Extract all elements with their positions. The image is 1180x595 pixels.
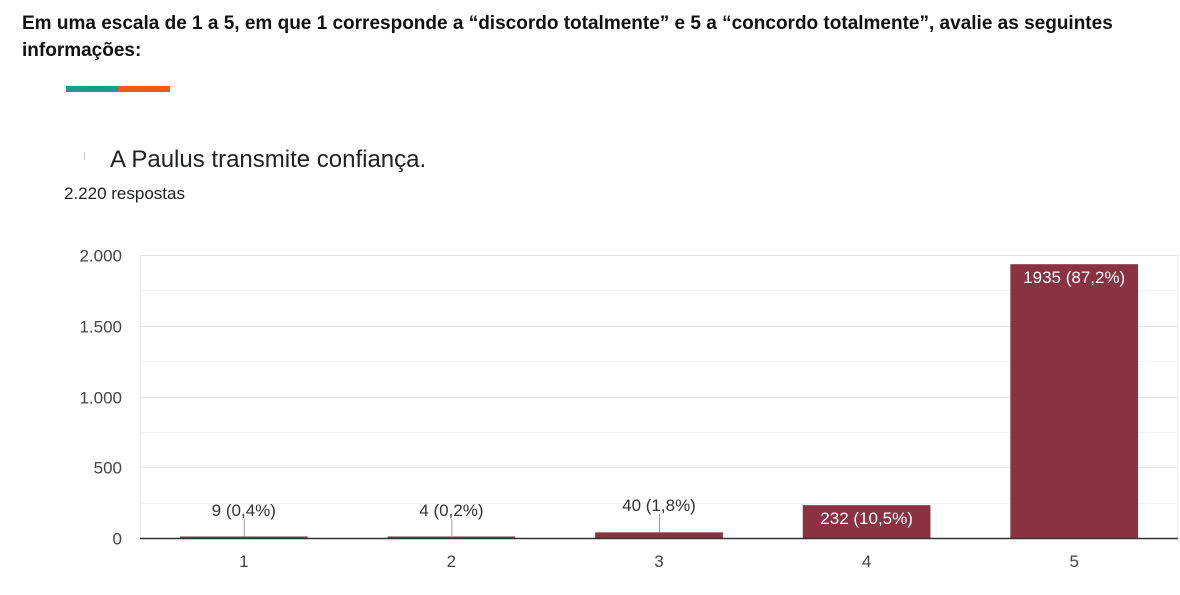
title-marker [84, 152, 85, 160]
x-tick-label: 3 [654, 552, 663, 571]
y-tick-label: 0 [113, 530, 122, 549]
y-tick-label: 2.000 [79, 247, 122, 266]
x-tick-label: 4 [862, 552, 871, 571]
bar-5 [1010, 264, 1139, 538]
bar-1 [179, 536, 308, 538]
x-tick-label: 2 [447, 552, 456, 571]
accent-divider [66, 86, 170, 92]
bar-4 [802, 505, 931, 538]
y-tick-label: 1.000 [79, 389, 122, 408]
y-tick-label: 500 [94, 459, 122, 478]
data-label: 232 (10,5%) [820, 509, 913, 528]
response-count: 2.220 respostas [64, 184, 185, 203]
accent-segment-teal [66, 86, 118, 92]
y-tick-label: 1.500 [79, 318, 122, 337]
data-label: 9 (0,4%) [212, 501, 276, 520]
x-tick-label: 1 [239, 552, 248, 571]
question-text: Em uma escala de 1 a 5, em que 1 corresp… [22, 13, 1113, 61]
data-label: 40 (1,8%) [622, 496, 696, 515]
chart-title: A Paulus transmite confiança. [110, 146, 427, 173]
bar-3 [595, 532, 723, 538]
x-tick-label: 5 [1069, 552, 1078, 571]
data-label: 4 (0,2%) [419, 501, 483, 520]
data-label: 1935 (87,2%) [1023, 268, 1125, 287]
accent-segment-orange [118, 86, 170, 92]
